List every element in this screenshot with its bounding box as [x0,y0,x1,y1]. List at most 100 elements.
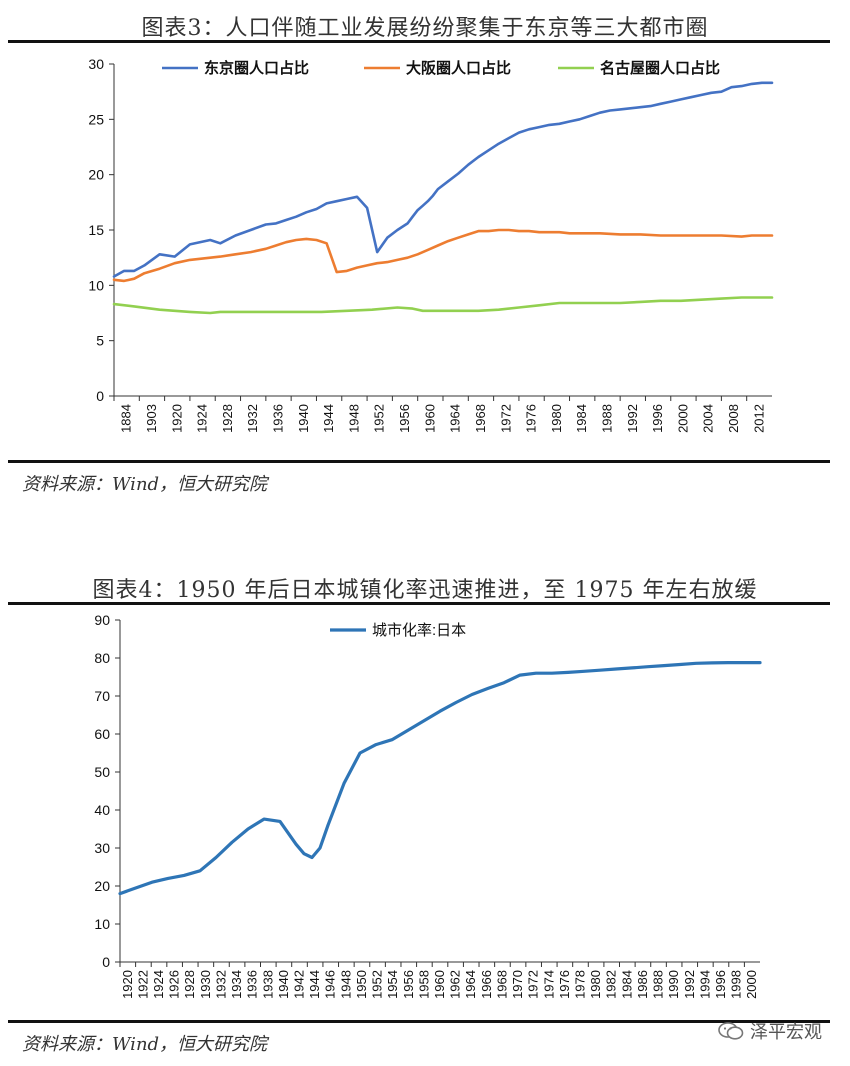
fig4-xtick-label: 1984 [619,970,634,999]
fig4-series-0-line [118,661,762,896]
fig3-xtick-label: 1976 [524,404,539,433]
fig3-xtick-label: 1944 [321,404,336,433]
fig4-xtick-label: 1924 [151,970,166,999]
fig4-xtick-label: 1980 [588,970,603,999]
fig4-ytick-label: 70 [94,688,110,704]
fig4-xtick-label: 1940 [276,970,291,999]
fig3-series-2-line [112,296,774,315]
fig4-xtick-label: 1926 [167,970,182,999]
figure3-chart: 0 5 10 15 20 25 30 1884 1903 1920 1924 1928 1932 1936… [88,56,774,433]
fig4-xtick-label: 1950 [354,970,369,999]
fig3-xtick-label: 2000 [675,404,690,433]
fig4-xtick-label: 1934 [229,970,244,999]
fig3-xtick-label: 1924 [195,404,210,433]
fig4-xtick-label: 1928 [182,970,197,999]
fig4-xtick-label: 1960 [432,970,447,999]
fig4-ytick-label: 20 [94,878,110,894]
fig4-xtick-label: 1968 [494,970,509,999]
fig4-xtick-label: 1932 [213,970,228,999]
fig4-xtick-label: 1990 [666,970,681,999]
fig3-xtick-label: 1988 [600,404,615,433]
fig4-ytick-label: 30 [94,840,110,856]
fig3-xtick-label: 1903 [144,404,159,433]
fig3-xtick-label: 1884 [119,404,134,433]
fig3-xtick-label: 1956 [397,404,412,433]
fig4-xtick-label: 1944 [307,970,322,999]
fig4-xtick-label: 2000 [744,970,759,999]
fig4-xtick-label: 1954 [385,970,400,999]
fig4-xtick-label: 1972 [526,970,541,999]
fig3-xtick-label: 1952 [372,404,387,433]
fig4-xtick-label: 1964 [463,970,478,999]
fig4-ytick-label: 80 [94,650,110,666]
figure3-top-rule [8,40,830,43]
fig4-ytick-label: 10 [94,916,110,932]
fig4-xtick-label: 1952 [370,970,385,999]
fig4-xtick-label: 1962 [448,970,463,999]
fig3-ytick-label: 5 [96,333,104,349]
fig4-xtick-label: 1978 [572,970,587,999]
fig4-xtick-label: 1966 [479,970,494,999]
fig3-ytick-label: 15 [88,222,104,238]
fig3-xtick-label: 1932 [245,404,260,433]
fig4-ytick-label: 60 [94,726,110,742]
fig4-xtick-label: 1982 [604,970,619,999]
figure4-source: 资料来源：Wind，恒大研究院 [22,1034,268,1055]
fig3-xtick-label: 2012 [751,404,766,433]
fig4-xtick-label: 1930 [198,970,213,999]
fig4-xtick-label: 1938 [260,970,275,999]
fig3-xtick-label: 1920 [169,404,184,433]
fig3-ytick-label: 10 [88,277,104,293]
fig4-xtick-label: 1936 [245,970,260,999]
fig4-xtick-label: 1958 [416,970,431,999]
figure4-top-rule [8,602,830,605]
fig4-xtick-label: 1986 [635,970,650,999]
fig3-xtick-label: 2004 [701,404,716,433]
fig4-xtick-label: 1974 [541,970,556,999]
watermark: 泽平宏观 [718,1018,822,1044]
fig3-ytick-label: 25 [88,111,104,127]
fig3-series-0-line [112,81,774,278]
fig4-ytick-label: 40 [94,802,110,818]
fig4-xtick-label: 1922 [135,970,150,999]
figure4-title: 图表4：1950 年后日本城镇化率迅速推进，至 1975 年左右放缓 [92,578,758,603]
fig3-xtick-label: 1996 [650,404,665,433]
fig4-xtick-label: 1996 [713,970,728,999]
fig3-ytick-label: 0 [96,388,104,404]
fig3-legend-label-2: 名古屋圈人口占比 [600,59,720,77]
fig4-xtick-label: 1956 [401,970,416,999]
watermark-text: 泽平宏观 [750,1022,822,1043]
fig3-xtick-label: 1940 [296,404,311,433]
fig3-xtick-label: 1964 [448,404,463,433]
fig4-legend-label-0: 城市化率:日本 [372,622,466,639]
fig3-xtick-label: 1980 [549,404,564,433]
figure3-bottom-rule [8,460,830,463]
fig4-ytick-label: 50 [94,764,110,780]
fig3-legend-label-0: 东京圈人口占比 [204,59,309,77]
fig4-xtick-label: 1970 [510,970,525,999]
fig3-ytick-label: 30 [88,56,104,72]
wechat-icon [718,1022,744,1040]
fig4-xtick-label: 1988 [651,970,666,999]
fig3-xtick-label: 1984 [574,404,589,433]
fig3-xtick-label: 1928 [220,404,235,433]
figure3-title: 图表3：人口伴随工业发展纷纷聚集于东京等三大都市圈 [141,16,709,41]
fig3-xtick-label: 1972 [498,404,513,433]
fig4-xtick-label: 1942 [292,970,307,999]
fig3-xtick-label: 1968 [473,404,488,433]
fig4-ytick-label: 0 [102,954,110,970]
fig3-xtick-label: 1936 [271,404,286,433]
fig4-xtick-label: 1992 [682,970,697,999]
figure4-bottom-rule [8,1020,830,1023]
fig3-series-1-line [112,228,774,283]
fig3-xtick-label: 2008 [726,404,741,433]
fig4-xtick-label: 1920 [120,970,135,999]
fig4-xtick-label: 1946 [323,970,338,999]
fig4-xtick-label: 1976 [557,970,572,999]
fig3-xtick-label: 1960 [422,404,437,433]
fig4-xtick-label: 1994 [697,970,712,999]
fig3-ytick-label: 20 [88,167,104,183]
figure3-source: 资料来源：Wind，恒大研究院 [22,474,268,495]
fig4-ytick-label: 90 [94,612,110,628]
